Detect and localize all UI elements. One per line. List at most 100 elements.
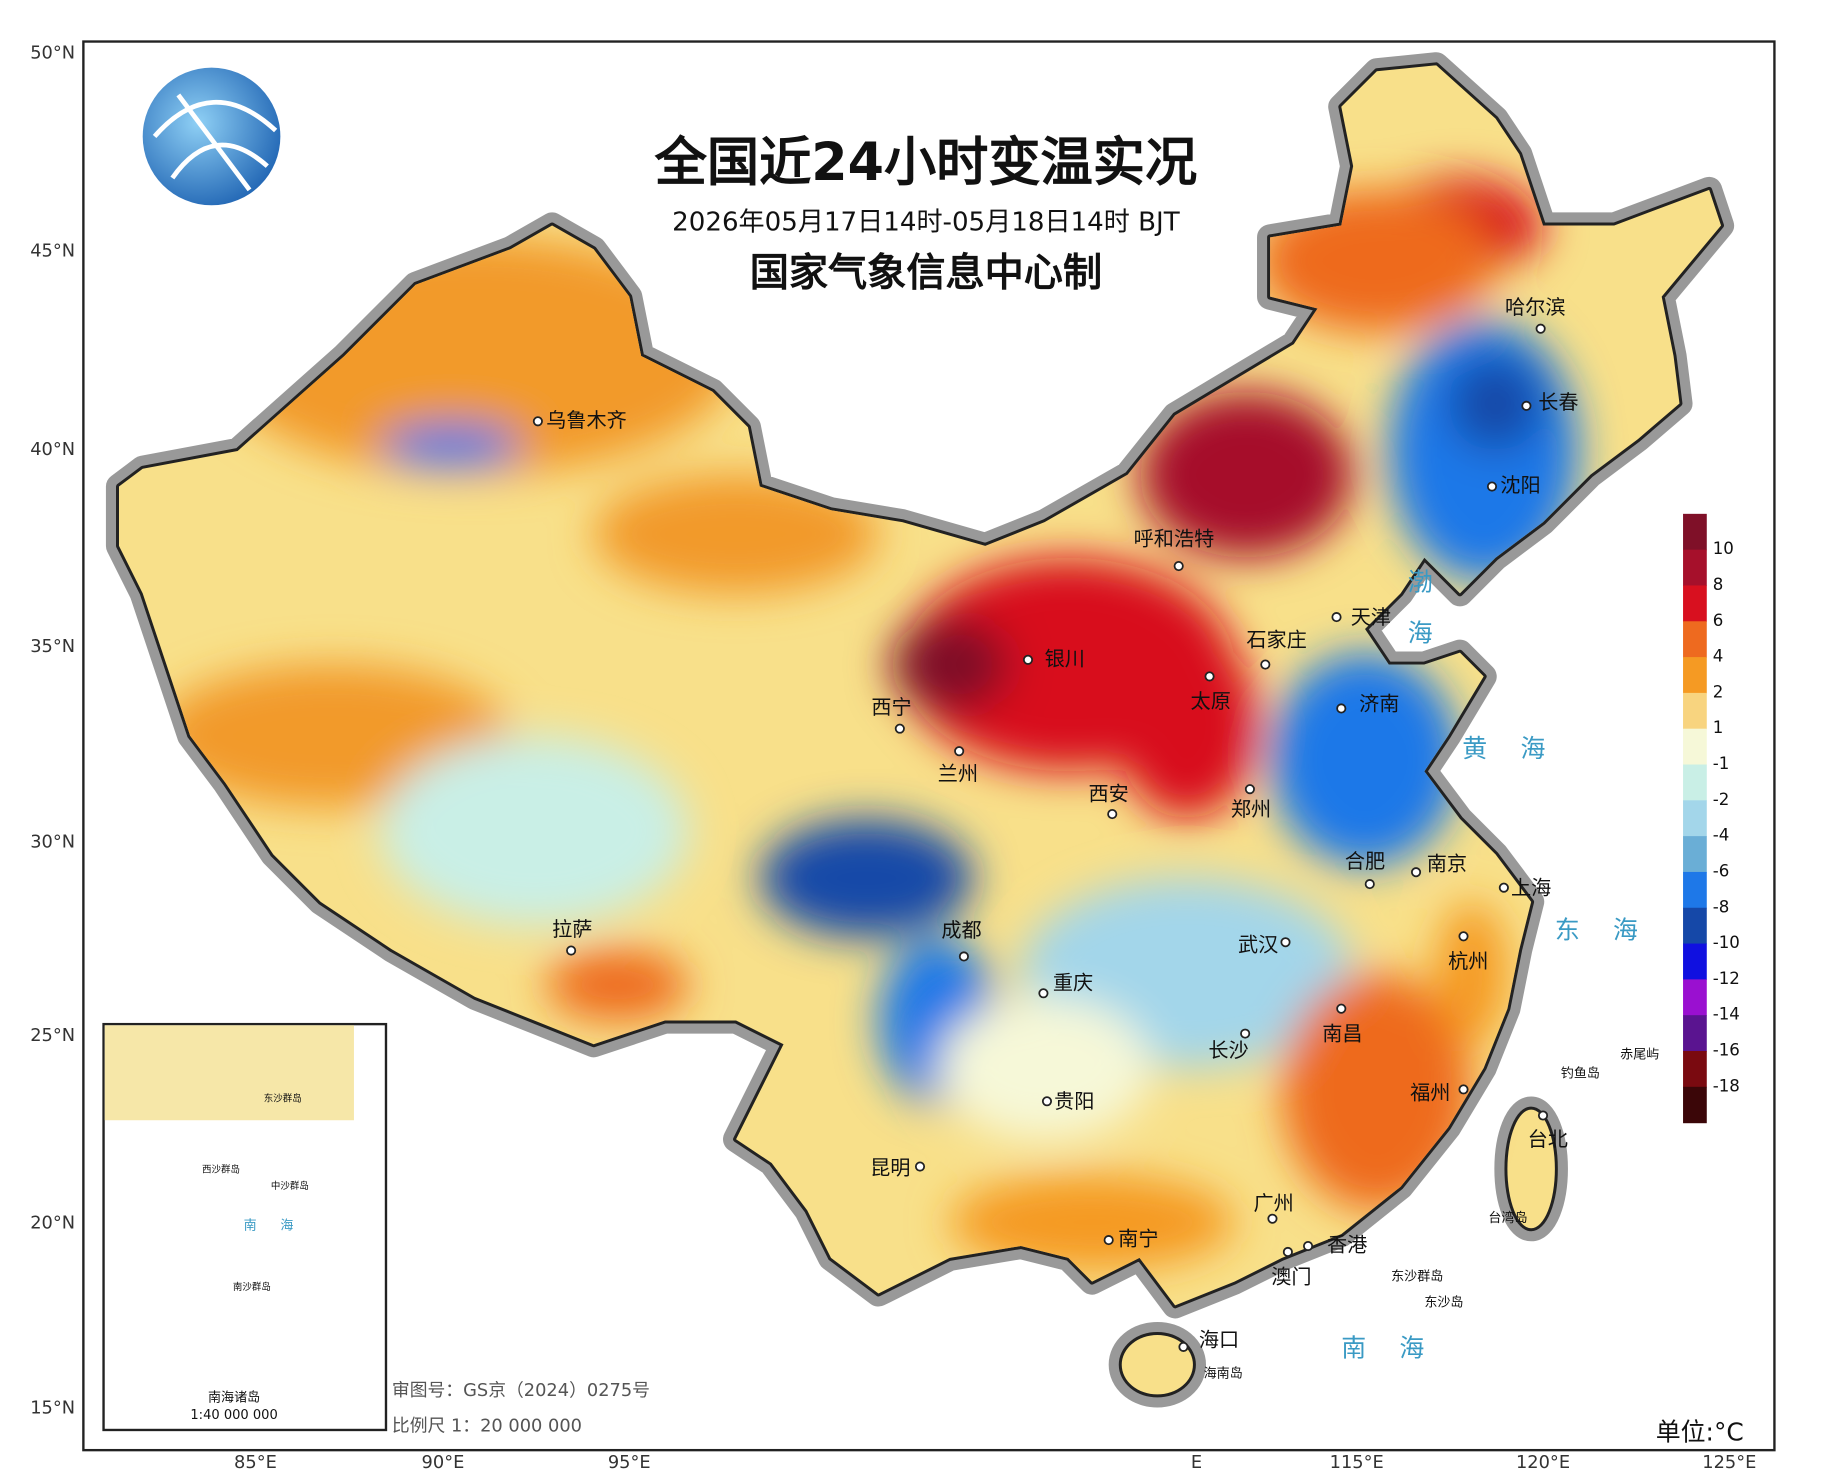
city-label: 广州 (1253, 1191, 1293, 1215)
city-dot (1173, 561, 1184, 572)
city-dot (958, 951, 969, 962)
inset-field (104, 1025, 354, 1121)
blob (1115, 628, 1259, 819)
city-label: 太原 (1191, 689, 1231, 713)
city-label: 哈尔滨 (1505, 295, 1565, 319)
city-label: 合肥 (1345, 849, 1385, 873)
blob (1436, 901, 1508, 1045)
scale: 比例尺 1：20 000 000 (392, 1415, 582, 1436)
lon-label: 90°E (422, 1452, 465, 1473)
city-label: 贵阳 (1054, 1089, 1094, 1113)
city-label: 呼和浩特 (1134, 526, 1215, 550)
lat-label: 20°N (30, 1212, 75, 1233)
city-label: 杭州 (1448, 949, 1488, 973)
city-label: 澳门 (1271, 1265, 1311, 1289)
legend-label: -16 (1713, 1040, 1740, 1059)
place-label: 台湾岛 (1488, 1210, 1527, 1226)
colorbar-band (1683, 585, 1707, 622)
colorbar-band (1683, 513, 1707, 551)
city-dot (1458, 1084, 1469, 1095)
colorbar-band (1683, 979, 1707, 1016)
city-dot (1410, 867, 1422, 878)
place-label: 东沙岛 (1424, 1294, 1463, 1310)
city-label: 武汉 (1238, 932, 1278, 956)
city-dot (532, 416, 543, 427)
lat-label: 35°N (30, 636, 75, 657)
colorbar-band (1683, 1015, 1707, 1052)
lat-label: 25°N (30, 1025, 75, 1046)
city-label: 济南 (1359, 691, 1399, 715)
legend-label: -4 (1713, 826, 1730, 845)
subtitle: 2026年05月17日14时-05月18日14时 BJT (672, 208, 1181, 238)
city-label: 沈阳 (1500, 473, 1540, 497)
lon-label: 115°E (1330, 1452, 1384, 1473)
blob (1139, 391, 1354, 558)
city-dot (1178, 1341, 1189, 1352)
city-dot (1282, 1246, 1293, 1258)
colorbar-band (1683, 692, 1707, 730)
blob (546, 949, 689, 1021)
sea-label: 南海 (1341, 1333, 1457, 1362)
city-label: 乌鲁木齐 (546, 408, 627, 432)
city-dot (1521, 400, 1532, 411)
city-dot (1498, 882, 1509, 893)
city-dot (1267, 1213, 1278, 1224)
blob (380, 735, 689, 926)
colorbar-band (1683, 549, 1707, 587)
colorbar-band (1683, 764, 1707, 801)
blob (593, 474, 879, 594)
colorbar-band (1683, 943, 1707, 980)
city-dot (1535, 323, 1546, 334)
lon-label: 85°E (234, 1452, 277, 1473)
city-label: 天津 (1351, 605, 1391, 629)
legend-label: 10 (1713, 539, 1734, 558)
city-dot (1280, 937, 1291, 948)
city-label: 昆明 (870, 1155, 910, 1179)
blob (380, 423, 523, 467)
legend-label: -18 (1713, 1076, 1740, 1095)
sea-label: 东海 (1555, 916, 1671, 945)
colorbar-band (1683, 728, 1707, 766)
legend-label: 6 (1713, 611, 1724, 630)
inset-scale: 1:40 000 000 (190, 1408, 277, 1423)
title: 全国近24小时变温实况 (654, 133, 1197, 193)
inset-label: 西沙群岛 (202, 1164, 240, 1176)
city-dot (1537, 1110, 1549, 1121)
city-dot (1240, 1028, 1251, 1039)
city-label: 拉萨 (552, 917, 592, 941)
place-label: 东沙群岛 (1391, 1268, 1443, 1284)
lon-label: 95°E (608, 1452, 651, 1473)
city-dot (1458, 931, 1469, 942)
city-label: 银川 (1045, 646, 1085, 670)
place-label: 海南岛 (1204, 1366, 1243, 1382)
city-label: 福州 (1410, 1081, 1450, 1105)
lat-label: 30°N (30, 832, 75, 853)
legend-label: -14 (1713, 1005, 1740, 1024)
colorbar-band (1683, 621, 1707, 658)
city-dot (1244, 784, 1255, 795)
city-label: 台北 (1528, 1127, 1568, 1151)
legend-label: -12 (1713, 969, 1740, 988)
blob (1270, 652, 1460, 867)
city-dot (894, 723, 905, 734)
city-dot (1303, 1240, 1314, 1252)
labels: 全国近24小时变温实况 2026年05月17日14时-05月18日14时 BJT 国… (30, 42, 1756, 1473)
city-label: 郑州 (1231, 797, 1271, 821)
legend-label: -6 (1713, 861, 1730, 880)
colorbar-band (1683, 800, 1707, 837)
inset-label: 中沙群岛 (271, 1180, 309, 1192)
colorbar-band (1683, 1086, 1707, 1124)
city-label: 香港 (1327, 1233, 1367, 1257)
city-dot (1204, 671, 1215, 682)
blob (759, 818, 974, 938)
blob (890, 617, 1010, 713)
colorbar-band (1683, 871, 1707, 909)
colorbar-band (1683, 836, 1707, 873)
legend-label: -1 (1713, 754, 1730, 773)
producer: 国家气象信息中心制 (750, 251, 1102, 296)
approval: 审图号：GS京（2024）0275号 (392, 1380, 650, 1401)
blob (1281, 973, 1472, 1211)
colorbar-band (1683, 907, 1707, 945)
